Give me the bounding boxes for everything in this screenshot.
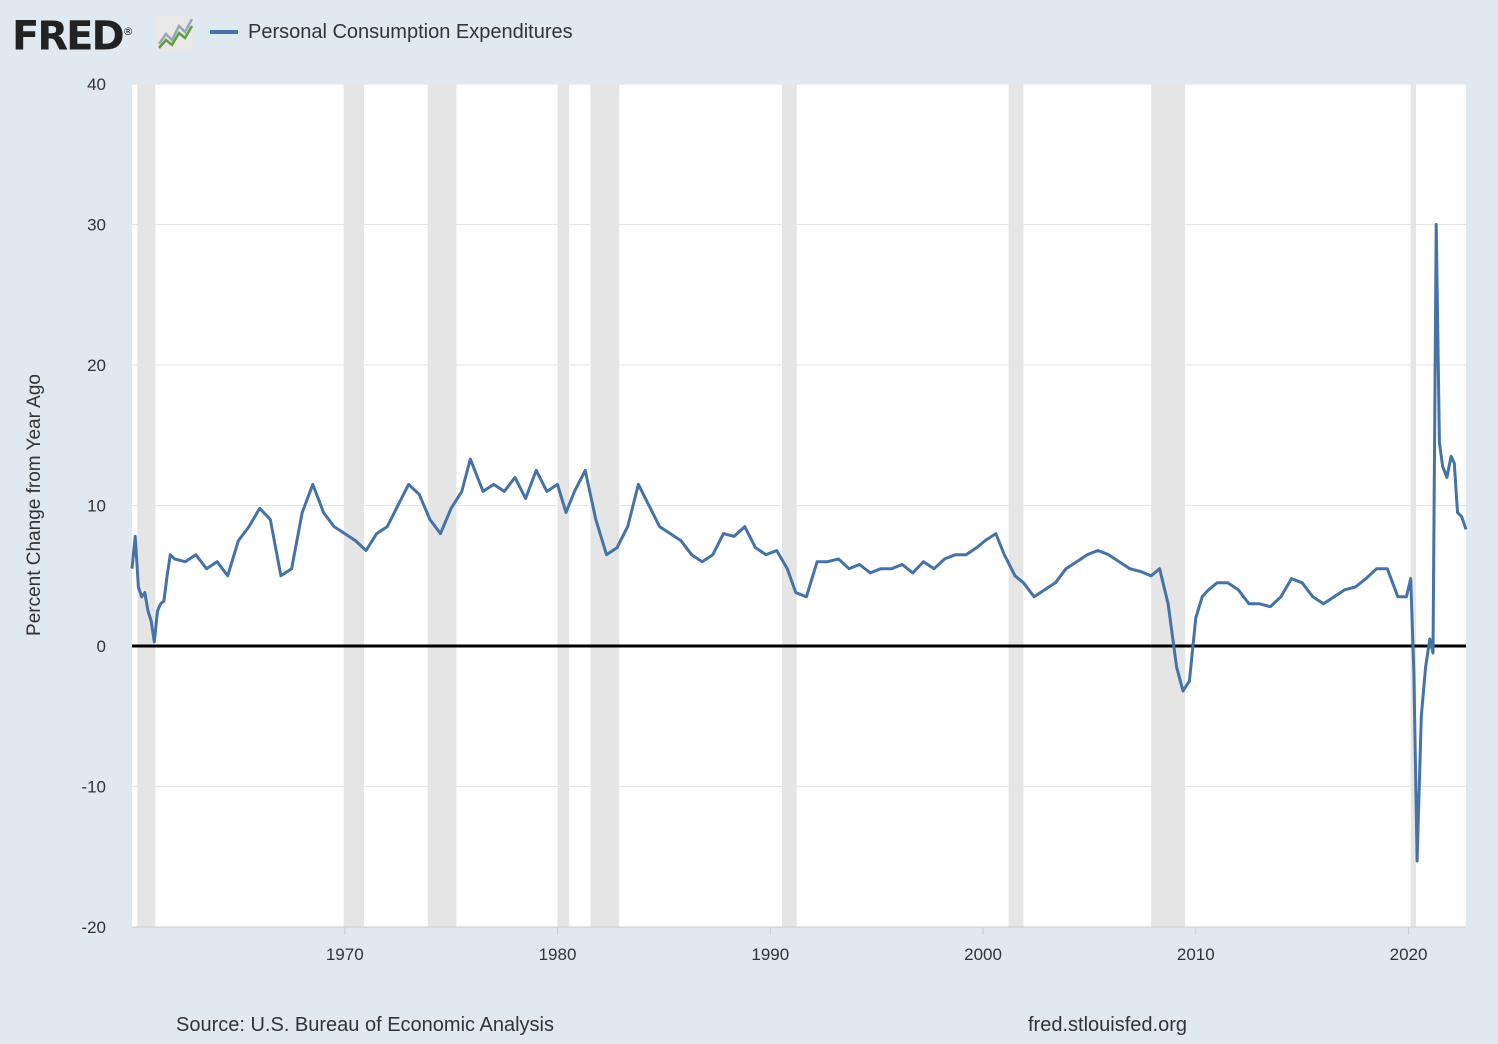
x-tick-label: 2020 [1390, 945, 1428, 964]
x-tick-label: 1980 [539, 945, 577, 964]
y-tick-label: -20 [81, 918, 106, 937]
fred-logo-trademark: ® [122, 25, 134, 38]
y-tick-label: -10 [81, 778, 106, 797]
fred-logo[interactable]: FRED® [12, 8, 134, 60]
chart-header: FRED® Personal Consumption Expenditures [0, 0, 1498, 70]
y-axis: -20 -10 0 10 20 30 40 [81, 75, 106, 937]
source-url[interactable]: fred.stlouisfed.org [1028, 1014, 1187, 1036]
x-tick-label: 1970 [326, 945, 364, 964]
y-tick-label: 30 [87, 216, 106, 235]
legend-swatch [210, 30, 238, 34]
series-line-pce[interactable] [130, 223, 1468, 863]
y-axis-label: Percent Change from Year Ago [24, 374, 45, 636]
y-tick-label: 40 [87, 75, 106, 94]
source-note: Source: U.S. Bureau of Economic Analysis [176, 1014, 554, 1036]
trend-graph-icon [156, 15, 194, 51]
x-tick-label: 2010 [1177, 945, 1215, 964]
y-tick-label: 0 [97, 637, 106, 656]
legend-series-label[interactable]: Personal Consumption Expenditures [248, 21, 573, 43]
y-tick-label: 10 [87, 497, 106, 516]
fred-logo-text: FRED [12, 13, 125, 60]
y-tick-label: 20 [87, 356, 106, 375]
x-tick-label: 1990 [751, 945, 789, 964]
x-tick-label: 2000 [964, 945, 1002, 964]
x-axis: 1970 1980 1990 2000 2010 2020 [132, 926, 1466, 964]
